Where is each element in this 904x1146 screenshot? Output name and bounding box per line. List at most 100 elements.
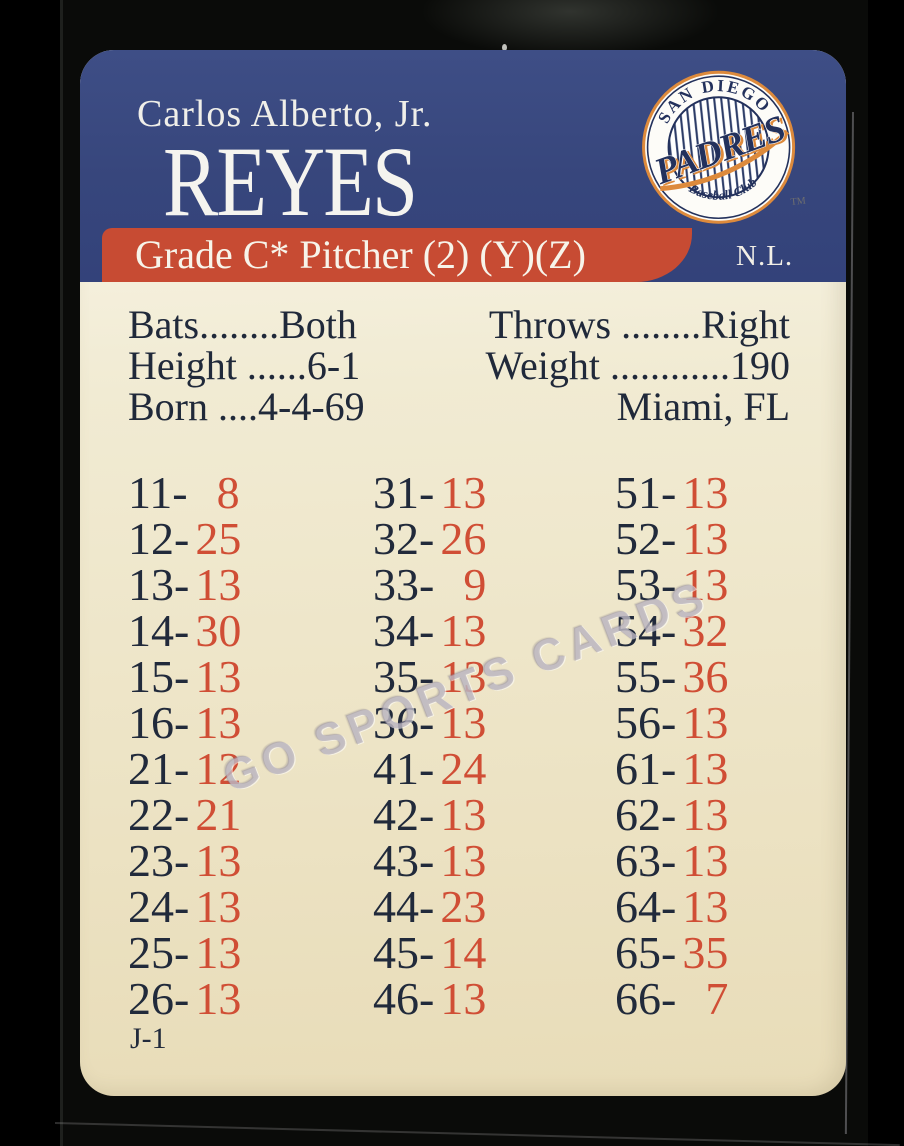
padres-team-logo: SAN DIEGO Baseball Club PADRES PADRES TM (623, 53, 819, 249)
play-result-number: 8 (216, 467, 240, 518)
dice-roll-number: 55- (615, 651, 677, 702)
bio-stat-line: Miami, FL (616, 384, 790, 429)
dice-column: 51- 13 52- 13 53- 13 54- 32 55- 36 56- 13 61- 13 62- 13… (615, 470, 805, 1022)
play-result-number: 13 (195, 835, 242, 886)
dice-cell: 42- 13 (373, 792, 615, 838)
dice-cell: 31- 13 (373, 470, 615, 516)
dice-roll-number: 35- (373, 651, 435, 702)
dice-roll-number: 52- (615, 513, 677, 564)
dice-cell: 12- 25 (128, 516, 373, 562)
dice-cell: 26- 13 (128, 976, 373, 1022)
dice-roll-number: 12- (128, 513, 190, 564)
dice-cell: 64- 13 (615, 884, 805, 930)
dice-roll-number: 23- (128, 835, 190, 886)
play-result-number: 25 (195, 513, 242, 564)
apba-baseball-card: Carlos Alberto, Jr. REYES (80, 50, 846, 1096)
dice-cell: 24- 13 (128, 884, 373, 930)
player-name-line: Carlos Alberto, Jr. (137, 93, 433, 135)
play-result-number: 13 (440, 697, 487, 748)
play-result-number: 30 (195, 605, 242, 656)
bio-stat-line: Weight ............190 (485, 343, 790, 388)
play-result-number: 13 (682, 881, 729, 932)
dice-cell: 52- 13 (615, 516, 805, 562)
scan-smudge (420, 0, 720, 58)
dice-cell: 54- 32 (615, 608, 805, 654)
dice-roll-number: 31- (373, 467, 435, 518)
dice-roll-number: 65- (615, 927, 677, 978)
play-result-number: 12 (195, 743, 242, 794)
dice-roll-number: 45- (373, 927, 435, 978)
dice-roll-number: 36- (373, 697, 435, 748)
dice-cell: 15- 13 (128, 654, 373, 700)
dice-cell: 22- 21 (128, 792, 373, 838)
card-header: Carlos Alberto, Jr. REYES (80, 50, 846, 282)
dice-cell: 32- 26 (373, 516, 615, 562)
dice-roll-number: 56- (615, 697, 677, 748)
player-surname: REYES (163, 126, 418, 237)
set-code: J-1 (130, 1022, 167, 1055)
dice-cell: 33- 9 (373, 562, 615, 608)
dice-roll-number: 22- (128, 789, 190, 840)
dice-cell: 14- 30 (128, 608, 373, 654)
play-result-number: 13 (195, 973, 242, 1024)
dice-roll-number: 66- (615, 973, 677, 1024)
dice-cell: 35- 13 (373, 654, 615, 700)
dice-cell: 11- 8 (128, 470, 373, 516)
dice-cell: 66- 7 (615, 976, 805, 1022)
play-result-number: 13 (440, 651, 487, 702)
dice-cell: 13- 13 (128, 562, 373, 608)
play-result-number: 13 (682, 697, 729, 748)
play-result-number: 13 (440, 789, 487, 840)
logo-badge: SAN DIEGO Baseball Club PADRES PADRES TM (642, 70, 806, 224)
dice-roll-number: 14- (128, 605, 190, 656)
grade-banner-text: Grade C* Pitcher (2) (Y)(Z) (135, 232, 586, 277)
play-result-number: 13 (682, 467, 729, 518)
trademark-symbol: TM (790, 195, 806, 208)
dice-roll-number: 44- (373, 881, 435, 932)
play-result-number: 9 (463, 559, 487, 610)
dice-roll-number: 25- (128, 927, 190, 978)
play-result-number: 32 (682, 605, 729, 656)
dice-result-grid: 11- 8 12- 25 13- 13 14- 30 15- 13 16- 13 21- 12 22- 21 2… (128, 470, 805, 1022)
dice-roll-number: 13- (128, 559, 190, 610)
play-result-number: 7 (705, 973, 729, 1024)
dice-roll-number: 24- (128, 881, 190, 932)
dice-cell: 25- 13 (128, 930, 373, 976)
dice-roll-number: 32- (373, 513, 435, 564)
dice-roll-number: 11- (128, 467, 188, 518)
dice-cell: 21- 12 (128, 746, 373, 792)
dice-roll-number: 16- (128, 697, 190, 748)
play-result-number: 13 (195, 651, 242, 702)
bio-stat-line: Bats........Both (128, 302, 357, 347)
dice-cell: 65- 35 (615, 930, 805, 976)
play-result-number: 36 (682, 651, 729, 702)
bio-stats-left: Bats........Both Height ......6-1 Born ...… (128, 304, 365, 427)
bio-stat-line: Throws ........Right (488, 302, 790, 347)
play-result-number: 13 (440, 973, 487, 1024)
dice-cell: 63- 13 (615, 838, 805, 884)
dice-roll-number: 62- (615, 789, 677, 840)
play-result-number: 13 (682, 789, 729, 840)
dice-cell: 41- 24 (373, 746, 615, 792)
play-result-number: 13 (195, 927, 242, 978)
grade-banner: Grade C* Pitcher (2) (Y)(Z) (102, 228, 692, 282)
bio-stats-right: Throws ........Right Weight ............1… (380, 304, 790, 427)
league-label: N.L. (736, 240, 794, 272)
dice-roll-number: 51- (615, 467, 677, 518)
play-result-number: 13 (440, 467, 487, 518)
play-result-number: 13 (195, 881, 242, 932)
dice-roll-number: 54- (615, 605, 677, 656)
play-result-number: 26 (440, 513, 487, 564)
dice-cell: 43- 13 (373, 838, 615, 884)
dice-cell: 61- 13 (615, 746, 805, 792)
play-result-number: 13 (195, 559, 242, 610)
dice-cell: 53- 13 (615, 562, 805, 608)
dice-roll-number: 42- (373, 789, 435, 840)
play-result-number: 14 (440, 927, 487, 978)
dice-column: 31- 13 32- 26 33- 9 34- 13 35- 13 36- 13 41- 24 42- 13 4… (373, 470, 615, 1022)
dice-cell: 51- 13 (615, 470, 805, 516)
dice-roll-number: 41- (373, 743, 435, 794)
dice-roll-number: 46- (373, 973, 435, 1024)
dice-cell: 46- 13 (373, 976, 615, 1022)
dust-speck (502, 44, 507, 51)
